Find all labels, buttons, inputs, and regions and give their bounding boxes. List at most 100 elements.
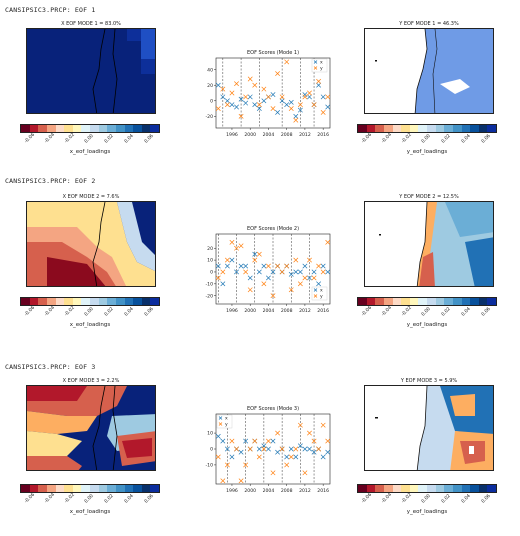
data-point-x xyxy=(284,102,290,108)
colorbar-swatch xyxy=(38,125,47,132)
data-point-x xyxy=(270,438,276,444)
colorbar-swatch xyxy=(470,485,479,492)
data-point-y xyxy=(238,478,244,484)
x-tick-label: 1996 xyxy=(226,308,238,314)
legend-marker-x xyxy=(313,60,318,64)
x-map-title-1: X EOF MODE 1 = 83.0% xyxy=(61,21,121,27)
colorbar-swatch xyxy=(478,298,488,305)
data-point-y xyxy=(279,446,285,452)
data-point-x xyxy=(275,449,281,455)
colorbar-tick-label: 0.06 xyxy=(144,493,155,505)
data-point-y xyxy=(261,86,267,92)
colorbar-swatch xyxy=(470,298,479,305)
data-point-y xyxy=(297,422,303,428)
data-point-y xyxy=(288,454,294,460)
colorbar-swatch xyxy=(461,298,471,305)
data-point-y xyxy=(275,430,281,436)
data-point-y xyxy=(234,81,239,87)
y-eof-map-2 xyxy=(364,201,494,287)
data-point-x xyxy=(238,96,244,102)
data-point-y xyxy=(297,102,303,108)
data-point-x xyxy=(256,106,262,112)
colorbar-swatch xyxy=(21,485,30,492)
data-point-y xyxy=(270,470,276,476)
colorbar-swatch xyxy=(21,298,30,305)
data-point-x xyxy=(224,98,230,104)
colorbar-tick-label: -0.02 xyxy=(401,132,413,145)
data-point-x xyxy=(302,92,308,98)
data-point-y xyxy=(229,90,235,96)
x-tick-label: 2004 xyxy=(263,132,275,138)
colorbar-tick-label: -0.02 xyxy=(401,492,413,505)
data-point-x xyxy=(256,446,262,452)
legend-label: x xyxy=(225,417,228,422)
colorbar-swatch xyxy=(435,298,445,305)
y-map-title-1: Y EOF MODE 1 = 46.3% xyxy=(399,21,459,27)
data-point-y xyxy=(302,470,308,476)
y-tick-label: -20 xyxy=(205,114,213,120)
data-point-y xyxy=(238,243,244,249)
colorbar-swatch xyxy=(409,125,419,132)
data-point-x xyxy=(297,443,303,449)
y-colorbar-3 xyxy=(357,484,497,493)
y-tick-label: 0 xyxy=(210,447,213,453)
data-point-y xyxy=(252,82,258,88)
colorbar-swatch xyxy=(150,298,159,305)
colorbar-swatch xyxy=(366,298,376,305)
data-point-y xyxy=(252,257,258,263)
colorbar-swatch xyxy=(124,125,134,132)
x-tick-label: 2008 xyxy=(281,488,293,494)
data-point-y xyxy=(234,446,239,452)
colorbar-tick-label: 0.02 xyxy=(441,133,452,145)
x-tick-label: 2004 xyxy=(263,488,275,494)
score-chart-title: EOF Scores (Mode 3) xyxy=(247,406,299,412)
data-point-y xyxy=(215,454,221,460)
colorbar-swatch xyxy=(427,298,436,305)
data-point-y xyxy=(311,275,317,281)
colorbar-swatch xyxy=(392,485,402,492)
data-point-y xyxy=(311,438,317,444)
data-point-x xyxy=(261,98,267,104)
data-point-y xyxy=(284,263,290,269)
colorbar-tick-label: 0.00 xyxy=(84,306,95,318)
colorbar-swatch xyxy=(90,485,99,492)
colorbar-swatch xyxy=(72,485,82,492)
x-tick-label: 2004 xyxy=(263,308,275,314)
x-map-title-3: X EOF MODE 3 = 2.2% xyxy=(62,378,120,384)
data-point-x xyxy=(293,454,299,460)
data-point-x xyxy=(288,271,294,277)
colorbar-swatch xyxy=(64,125,73,132)
data-point-y xyxy=(247,76,253,82)
colorbar-swatch xyxy=(29,485,39,492)
data-point-x xyxy=(229,102,235,108)
colorbar-swatch xyxy=(358,298,367,305)
legend-label: y xyxy=(320,67,323,72)
data-point-x xyxy=(224,446,230,452)
legend-label: y xyxy=(225,423,228,428)
y-tick-label: -10 xyxy=(205,463,213,469)
colorbar-swatch xyxy=(81,298,90,305)
colorbar-swatch xyxy=(29,298,39,305)
data-point-y xyxy=(243,94,249,100)
data-point-y xyxy=(247,446,253,452)
colorbar-swatch xyxy=(366,125,376,132)
data-point-y xyxy=(293,257,299,263)
colorbar-swatch xyxy=(444,485,453,492)
data-point-y xyxy=(224,462,230,468)
data-point-x xyxy=(238,449,244,455)
data-point-y xyxy=(325,438,331,444)
data-point-y xyxy=(215,275,221,281)
colorbar-swatch xyxy=(133,298,142,305)
data-point-y xyxy=(307,90,312,96)
colorbar-tick-label: -0.04 xyxy=(381,132,393,145)
colorbar-swatch xyxy=(124,298,134,305)
colorbar-swatch xyxy=(21,125,30,132)
colorbar-swatch xyxy=(401,298,410,305)
data-point-x xyxy=(325,449,331,455)
plot-frame xyxy=(215,413,331,485)
x-colorbar-2 xyxy=(20,297,160,306)
colorbar-tick-label: 0.04 xyxy=(461,306,472,318)
score-chart-2: EOF Scores (Mode 2) 1996 2000 2004 2008 2012 2… xyxy=(188,222,338,322)
data-point-x xyxy=(293,113,299,119)
colorbar-swatch xyxy=(375,485,384,492)
